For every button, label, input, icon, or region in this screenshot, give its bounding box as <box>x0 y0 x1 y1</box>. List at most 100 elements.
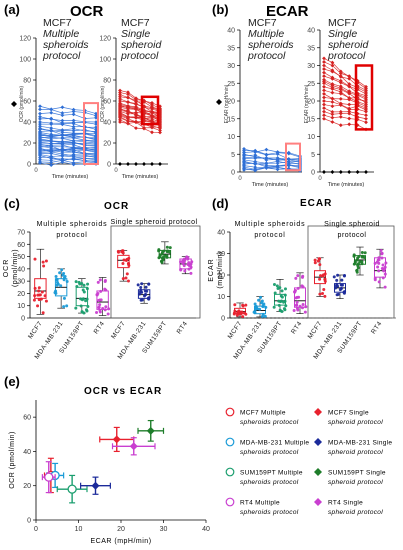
panel-b-single-point <box>330 109 335 114</box>
panel-a-multi-point <box>71 124 76 129</box>
panel-c-y-tick-label: 60 <box>17 242 25 249</box>
panel-a-multi-point <box>94 111 98 116</box>
panel-a-multi-point <box>71 112 76 117</box>
panel-b-multi-series-line <box>243 151 301 160</box>
panel-a-multi-point <box>49 163 54 167</box>
panel-b-single-point <box>322 84 326 89</box>
panel-d-point <box>318 257 322 261</box>
panel-c-point <box>74 306 78 310</box>
panel-a-multi-series-line <box>39 140 97 146</box>
panel-c-point <box>136 283 140 287</box>
panel-d-point <box>377 269 381 273</box>
panel-a-multi-point <box>94 115 98 120</box>
panel-d-single-label: Single spheroid <box>324 221 380 228</box>
panel-b-multi-point <box>253 167 258 171</box>
panel-a-single-point <box>134 102 138 107</box>
panel-e-y-tick-label: 60 <box>23 415 31 422</box>
panel-a-multi-point <box>38 107 42 112</box>
panel-a-multi-label: protocol <box>42 50 81 62</box>
panel-a-multi-point <box>71 121 76 126</box>
panel-b-single-point <box>322 88 326 93</box>
panel-a-title: OCR <box>70 3 104 20</box>
panel-d-point <box>237 312 241 316</box>
panel-b-single-point <box>330 90 335 95</box>
panel-a-letter: (a) <box>4 2 20 17</box>
panel-a-single-point <box>150 130 154 135</box>
panel-e-x-tick-label: 0 <box>34 526 38 533</box>
panel-c-point <box>32 298 36 302</box>
panel-b-multi-y-tick-label: 40 <box>227 28 235 35</box>
panel-a-single-point <box>150 115 154 119</box>
panel-e-legend-marker <box>314 438 322 446</box>
panel-a-multi-series-line <box>39 139 97 145</box>
panel-d-point <box>233 303 237 307</box>
panel-b-xtick: 0 <box>318 176 322 182</box>
panel-c-multi-label: protocol <box>56 232 87 239</box>
panel-d-point <box>263 314 267 318</box>
panel-d-single-label: protocol <box>338 232 367 239</box>
panel-a-single-y-tick-label: 20 <box>103 141 111 148</box>
panel-c-point <box>179 260 183 264</box>
panel-b-single-baseline-point <box>330 170 335 174</box>
panel-a-single-point <box>150 125 154 130</box>
panel-c-point <box>95 293 99 297</box>
panel-a-single-point <box>142 100 146 104</box>
panel-d-point <box>253 311 257 315</box>
panel-b-single-point <box>330 112 335 117</box>
panel-d-point <box>282 300 286 304</box>
panel-c-point <box>158 254 162 258</box>
panel-d-point <box>377 258 381 262</box>
panel-a-multi-point <box>60 105 65 110</box>
panel-c-point <box>126 262 130 266</box>
panel-d-y-tick-label: 40 <box>217 230 225 237</box>
panel-b-single-point <box>322 92 326 96</box>
panel-a-multi-point <box>38 124 42 129</box>
panel-b-title: ECAR <box>266 3 309 20</box>
panel-a-single-point <box>118 120 122 124</box>
panel-c-point <box>183 269 187 273</box>
panel-c-category-label: RT4 <box>176 320 190 335</box>
panel-a-multi-point <box>94 113 98 118</box>
panel-c-point <box>104 305 108 309</box>
panel-a-single-point <box>126 90 130 95</box>
panel-c-multi-label: Multiple spheroids <box>37 221 108 228</box>
panel-d-point <box>373 261 377 265</box>
panel-b-single-baseline-point <box>322 170 326 174</box>
panel-a-multi-series-line <box>39 158 97 163</box>
panel-a-single-point <box>118 99 122 103</box>
panel-b-ylabel: ECAR (mpH/min) <box>304 84 310 123</box>
panel-a-multi-point <box>94 120 98 124</box>
panel-c-point <box>40 290 44 294</box>
panel-a-multi-label: spheroids <box>43 39 89 51</box>
panel-d-point <box>284 304 288 308</box>
panel-a-single-baseline-point <box>126 162 130 166</box>
panel-b-single-point <box>347 109 352 114</box>
panel-b-single-point <box>322 95 326 100</box>
panel-a-multi-point <box>71 143 76 147</box>
panel-c-point <box>65 280 69 284</box>
panel-e-point-diamond <box>129 442 138 451</box>
panel-a-multi-point <box>60 122 65 127</box>
panel-c-single-label: Single spheroid protocol <box>110 219 197 226</box>
panel-c-point <box>182 257 186 261</box>
panel-d-point <box>304 305 308 309</box>
panel-c-point <box>84 308 88 312</box>
panel-c-point <box>38 293 42 297</box>
panel-b-multi-y-tick-label: 5 <box>231 152 235 159</box>
panel-c-point <box>33 294 37 298</box>
panel-a-multi-point <box>49 160 54 165</box>
panel-b-single-y-tick-label: 40 <box>307 28 315 35</box>
panel-d-point <box>318 277 322 281</box>
panel-e-legend-label: spheroid protocol <box>328 449 383 456</box>
panel-b-single-point <box>338 87 343 92</box>
panel-a-single-point <box>158 126 162 131</box>
panel-a-single-point <box>134 111 138 116</box>
panel-d-point <box>292 309 296 313</box>
panel-c-point <box>187 267 191 271</box>
panel-a-multi-point <box>38 161 42 165</box>
panel-a-multi-point <box>60 130 65 135</box>
panel-e-x-tick-label: 20 <box>117 526 125 533</box>
panel-a-xlabel: Time (minutes) <box>122 174 159 180</box>
panel-d-point <box>377 261 381 265</box>
panel-b-single-label: protocol <box>327 50 366 62</box>
